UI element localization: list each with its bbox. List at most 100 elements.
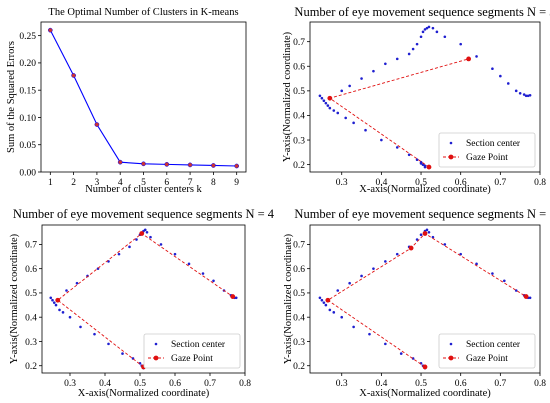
plot-frame [41, 224, 246, 374]
gaze-point [466, 56, 472, 62]
section-center-point [384, 260, 387, 263]
section-center-point [491, 272, 494, 275]
section-center-point [443, 35, 447, 39]
section-center-point [332, 109, 336, 112]
y-tick-label: 0.5 [293, 87, 305, 97]
y-tick-label: 0.15 [19, 86, 36, 96]
y-tick-label: 0.25 [19, 32, 36, 42]
y-tick-label: 0.05 [19, 141, 36, 151]
segments-n4-chart: Number of eye movement sequence segments… [9, 207, 275, 399]
y-tick-label: 0.6 [293, 63, 305, 73]
x-tick-label: 0.8 [239, 379, 251, 389]
section-center-point [419, 162, 423, 165]
section-center-point [340, 89, 344, 93]
section-center-point [411, 47, 415, 51]
section-center-point [145, 230, 149, 234]
section-center-point [79, 325, 82, 329]
chart-title: Number of eye movement sequence segments… [294, 5, 550, 19]
x-tick-label: 2 [71, 178, 76, 188]
data-point [141, 161, 146, 167]
y-axis-label: Y-axis(Normalized coordinate) [282, 31, 293, 162]
section-center-point [332, 311, 336, 314]
section-center-point [318, 94, 322, 98]
data-point [94, 122, 100, 127]
x-tick-label: 1 [48, 178, 53, 188]
section-center-point [143, 228, 147, 232]
section-center-point [475, 262, 478, 266]
section-center-point [415, 158, 419, 162]
section-center-point [384, 342, 387, 346]
y-tick-label: 0.5 [293, 289, 305, 299]
section-center-point [431, 235, 435, 239]
chart-title: Number of eye movement sequence segments… [13, 207, 275, 221]
legend-section-center-label: Section center [466, 340, 521, 350]
x-tick-label: 0.5 [134, 379, 146, 389]
y-tick-label: 0.7 [293, 38, 305, 48]
series-line [49, 29, 237, 167]
data-point [211, 163, 216, 168]
y-tick-label: 0.3 [293, 338, 305, 348]
legend-box [438, 333, 536, 369]
x-tick-label: 0.5 [415, 379, 427, 389]
y-tick-label: 0.3 [25, 338, 37, 348]
plot-frame [40, 21, 247, 173]
section-center-point [419, 35, 423, 39]
section-center-point [328, 106, 332, 110]
section-center-point [528, 296, 532, 300]
section-center-point [514, 89, 518, 93]
section-center-point [212, 279, 215, 283]
y-tick-label: 0.00 [19, 168, 36, 178]
section-center-point [324, 303, 328, 307]
section-center-point [52, 301, 56, 304]
plot-frame [309, 21, 541, 173]
section-center-point [425, 26, 429, 30]
section-center-point [159, 243, 163, 246]
data-point [234, 163, 240, 169]
legend-gaze-point-label: Gaze Point [466, 354, 508, 364]
section-center-point [415, 238, 419, 241]
section-center-point [395, 146, 399, 149]
section-center-point [320, 96, 324, 100]
section-center-point [368, 332, 371, 336]
x-tick-label: 0.8 [534, 178, 546, 188]
section-center-point [328, 308, 332, 312]
legend-gaze-marker [448, 355, 454, 361]
section-center-point [415, 42, 419, 46]
section-center-point [524, 94, 528, 98]
section-center-point [68, 315, 72, 319]
x-tick-label: 0.4 [375, 379, 387, 389]
gaze-point [523, 294, 529, 299]
data-point [47, 27, 53, 33]
y-tick-label: 0.6 [25, 265, 37, 275]
legend-section-center-marker [449, 342, 453, 346]
section-center-point [372, 69, 375, 73]
section-center-point [340, 315, 344, 319]
y-axis-label: Y-axis(Normalized coordinate) [9, 233, 20, 364]
section-center-point [322, 301, 326, 304]
y-tick-label: 0.6 [293, 265, 305, 275]
x-tick-label: 0.6 [455, 178, 467, 188]
x-tick-label: 7 [188, 178, 193, 188]
y-tick-label: 0.7 [293, 241, 305, 251]
section-center-point [435, 30, 439, 34]
section-center-point [65, 289, 68, 292]
section-center-point [61, 311, 65, 314]
legend-section-center-marker [449, 141, 453, 145]
y-tick-label: 0.4 [293, 313, 305, 323]
data-point [71, 73, 76, 78]
x-tick-label: 9 [234, 178, 239, 188]
y-tick-label: 0.4 [293, 112, 305, 122]
gaze-point [408, 245, 414, 251]
section-center-point [348, 84, 351, 88]
section-center-point [399, 352, 403, 355]
section-center-point [318, 296, 322, 300]
section-center-point [380, 138, 383, 142]
section-center-point [149, 235, 152, 239]
y-tick-label: 0.3 [293, 136, 305, 146]
section-center-point [234, 296, 238, 300]
section-center-point [425, 228, 429, 232]
section-center-point [173, 252, 177, 256]
section-center-point [427, 25, 431, 29]
y-tick-label: 0.7 [25, 241, 37, 251]
x-tick-label: 0.6 [455, 379, 467, 389]
